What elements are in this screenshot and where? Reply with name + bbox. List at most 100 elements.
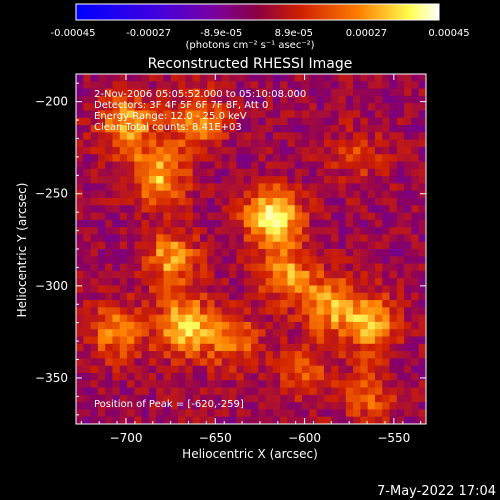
heatmap-cell: [265, 117, 274, 126]
heatmap-cell: [199, 125, 208, 133]
heatmap-cell: [287, 380, 296, 388]
heatmap-cell: [134, 168, 143, 177]
heatmap-cell: [258, 241, 266, 250]
heatmap-cell: [221, 227, 230, 235]
heatmap-cell: [236, 132, 245, 141]
heatmap-cell: [367, 307, 376, 316]
heatmap-cell: [141, 329, 150, 337]
heatmap-cell: [214, 197, 223, 206]
heatmap-cell: [396, 219, 405, 228]
heatmap-cell: [367, 132, 376, 141]
heatmap-cell: [272, 176, 281, 184]
heatmap-cell: [302, 241, 310, 250]
heatmap-cell: [316, 270, 325, 279]
heatmap-cell: [90, 227, 99, 235]
heatmap-cell: [76, 125, 84, 133]
heatmap-cell: [214, 234, 223, 243]
heatmap-cell: [185, 263, 194, 272]
heatmap-cell: [389, 365, 398, 374]
heatmap-cell: [243, 409, 252, 418]
heatmap-cell: [192, 343, 201, 352]
heatmap-cell: [382, 380, 390, 388]
heatmap-cell: [331, 336, 339, 345]
heatmap-cell: [309, 249, 318, 257]
heatmap-cell: [360, 132, 369, 141]
heatmap-cell: [156, 227, 164, 235]
heatmap-cell: [163, 197, 172, 206]
heatmap-cell: [251, 234, 259, 243]
heatmap-cell: [258, 321, 266, 330]
heatmap-cell: [418, 307, 426, 316]
heatmap-cell: [192, 278, 201, 286]
heatmap-cell: [411, 263, 420, 272]
heatmap-cell: [236, 336, 245, 345]
heatmap-cell: [141, 336, 150, 345]
heatmap-cell: [178, 372, 186, 381]
heatmap-cell: [119, 307, 128, 316]
heatmap-cell: [265, 402, 274, 410]
heatmap-cell: [192, 365, 201, 374]
heatmap-cell: [112, 95, 121, 104]
heatmap-cell: [331, 95, 339, 104]
heatmap-cell: [411, 205, 420, 213]
heatmap-cell: [258, 176, 266, 184]
heatmap-cell: [331, 314, 339, 323]
heatmap-cell: [280, 307, 288, 316]
heatmap-cell: [119, 336, 128, 345]
heatmap-cell: [367, 88, 376, 97]
heatmap-cell: [229, 190, 237, 199]
heatmap-cell: [90, 256, 99, 264]
heatmap-cell: [105, 402, 113, 410]
heatmap-cell: [141, 227, 150, 235]
heatmap-cell: [221, 161, 230, 170]
heatmap-cell: [294, 321, 303, 330]
heatmap-cell: [280, 132, 288, 141]
heatmap-cell: [83, 234, 91, 243]
heatmap-cell: [404, 154, 412, 162]
heatmap-cell: [229, 285, 237, 294]
heatmap-cell: [258, 132, 266, 141]
heatmap-cell: [396, 314, 405, 323]
heatmap-cell: [214, 132, 223, 141]
heatmap-cell: [411, 146, 420, 155]
heatmap-cell: [316, 329, 325, 337]
heatmap-cell: [119, 132, 128, 141]
heatmap-cell: [170, 219, 179, 228]
heatmap-cell: [185, 197, 194, 206]
heatmap-cell: [134, 154, 143, 162]
y-tick-label: −350: [35, 371, 68, 385]
heatmap-cell: [374, 197, 383, 206]
heatmap-cell: [192, 358, 201, 367]
heatmap-cell: [280, 219, 288, 228]
heatmap-cell: [353, 343, 361, 352]
heatmap-cell: [418, 249, 426, 257]
heatmap-cell: [331, 249, 339, 257]
heatmap-cell: [229, 227, 237, 235]
heatmap-cell: [199, 212, 208, 221]
heatmap-cell: [404, 343, 412, 352]
heatmap-cell: [323, 234, 332, 243]
heatmap-cell: [411, 154, 420, 162]
heatmap-cell: [148, 380, 157, 388]
heatmap-cell: [90, 168, 99, 177]
heatmap-cell: [163, 227, 172, 235]
heatmap-cell: [112, 132, 121, 141]
heatmap-cell: [112, 212, 121, 221]
heatmap-cell: [243, 125, 252, 133]
heatmap-cell: [83, 329, 91, 337]
heatmap-cell: [331, 358, 339, 367]
heatmap-cell: [127, 285, 135, 294]
heatmap-cell: [127, 139, 135, 148]
heatmap-cell: [331, 256, 339, 264]
heatmap-cell: [265, 234, 274, 243]
heatmap-cell: [229, 329, 237, 337]
heatmap-cell: [345, 146, 354, 155]
heatmap-cell: [199, 321, 208, 330]
heatmap-cell: [170, 146, 179, 155]
heatmap-cell: [221, 190, 230, 199]
heatmap-cell: [389, 110, 398, 119]
heatmap-cell: [389, 183, 398, 192]
heatmap-cell: [374, 285, 383, 294]
heatmap-cell: [119, 249, 128, 257]
heatmap-cell: [119, 95, 128, 104]
